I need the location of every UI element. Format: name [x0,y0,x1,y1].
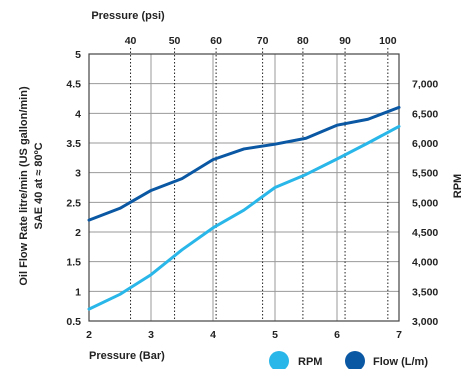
series-line-rpm [87,124,401,311]
top-tick-label: 40 [125,35,137,47]
y-right-tick-label: 5,500 [412,168,438,180]
y-left-tick-label: 4.5 [66,79,81,91]
legend-marker-rpm [269,351,289,369]
y-left-axis-title-line1: Oil Flow Rate litre/min (US gallon/min) [18,86,30,286]
top-tick-label: 100 [379,35,397,47]
top-tick-label: 90 [339,35,351,47]
top-tick-label: 70 [257,35,269,47]
y-left-tick-label: 4 [75,108,81,120]
y-left-tick-label: 0.5 [66,316,81,328]
y-right-tick-label: 6,500 [412,108,438,120]
x-tick-label: 3 [148,329,154,341]
y-right-tick-label: 3,000 [412,316,438,328]
x-axis-title: Pressure (Bar) [89,350,165,362]
x-tick-label: 5 [272,329,278,341]
y-left-tick-label: 3 [75,168,81,180]
y-right-tick-label: 4,500 [412,227,438,239]
y-left-axis-title-line2: SAE 40 at ≈ 80ºC [33,142,45,229]
x-tick-label: 4 [210,329,216,341]
axis-ticks: 0.5 1 1.5 2 2.5 3 3.5 4 4.5 5 3,000 3,500 4,000 4,500… [66,35,438,341]
y-left-tick-label: 1.5 [66,257,81,269]
y-right-axis-title: RPM [452,174,464,198]
y-right-tick-label: 4,000 [412,257,438,269]
y-left-tick-label: 3.5 [66,138,81,150]
top-axis-title: Pressure (psi) [91,10,165,22]
x-tick-label: 6 [334,329,340,341]
y-right-tick-label: 7,000 [412,79,438,91]
legend-label-flow: Flow (L/m) [373,356,428,368]
legend-marker-flow [345,351,365,369]
y-left-tick-label: 2.5 [66,197,81,209]
y-right-tick-label: 6,000 [412,138,438,150]
legend: RPM Flow (L/m) [269,351,428,369]
y-left-tick-label: 5 [75,49,81,61]
series-line-flow [87,105,401,222]
plot-frame [88,53,400,322]
plot-area [87,48,401,322]
y-left-tick-label: 2 [75,227,81,239]
y-right-tick-label: 3,500 [412,286,438,298]
x-tick-label: 7 [396,329,402,341]
top-tick-label: 60 [210,35,222,47]
top-tick-label: 50 [169,35,181,47]
legend-label-rpm: RPM [298,356,322,368]
x-tick-label: 2 [86,329,92,341]
top-tick-label: 80 [297,35,309,47]
y-right-tick-label: 5,000 [412,197,438,209]
y-left-tick-label: 1 [75,286,81,298]
